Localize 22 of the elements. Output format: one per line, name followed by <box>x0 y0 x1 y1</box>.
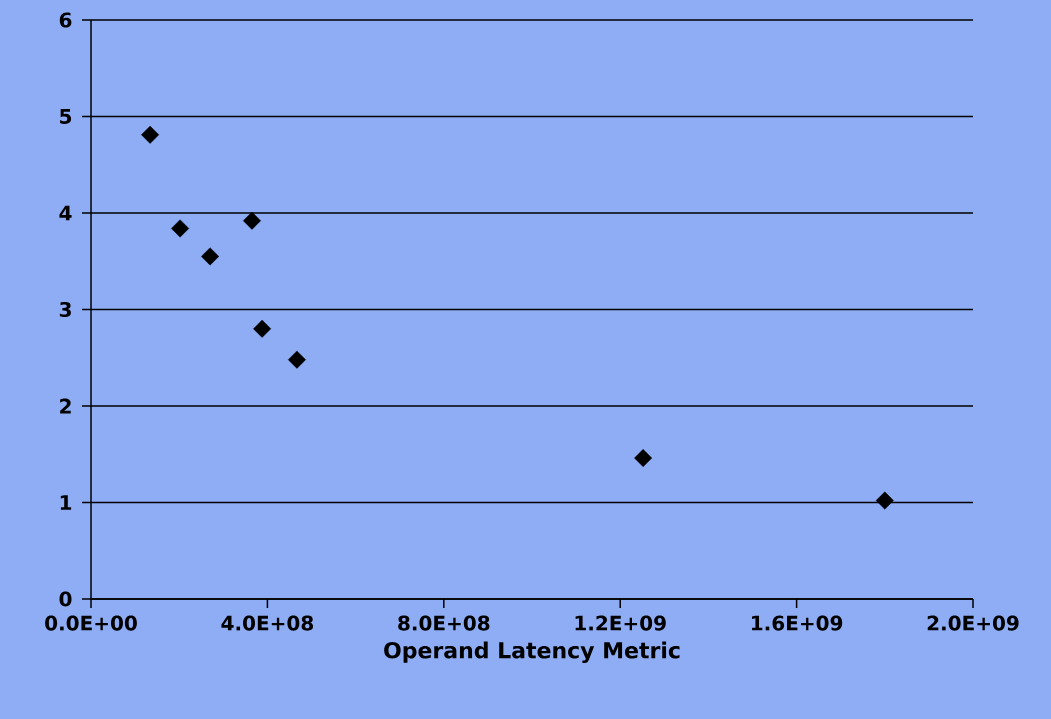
point <box>634 449 653 468</box>
x-axis-title: Operand Latency Metric <box>384 641 680 663</box>
y-tick-label: 3 <box>59 301 71 318</box>
point <box>201 247 220 266</box>
point <box>141 125 160 144</box>
y-tick-label: 2 <box>60 398 71 414</box>
point <box>287 350 306 369</box>
x-tick-label: 2.0E+09 <box>927 615 1019 631</box>
x-tick-label: 4.0E+08 <box>221 615 314 631</box>
x-tick-label: 0.0E+00 <box>45 615 137 631</box>
y-tick-label: 6 <box>59 12 72 28</box>
y-tick-label: 1 <box>60 495 72 510</box>
y-tick-label: 0 <box>59 591 72 607</box>
x-tick-label: 8.0E+08 <box>398 615 490 631</box>
y-tick-label: 4 <box>59 205 72 221</box>
point <box>243 211 261 230</box>
point <box>171 219 190 238</box>
x-tick-label: 1.2E+09 <box>575 615 666 631</box>
point <box>253 319 272 338</box>
x-tick-label: 1.6E+09 <box>752 615 843 631</box>
point <box>875 491 894 510</box>
y-tick-label: 5 <box>60 109 72 124</box>
